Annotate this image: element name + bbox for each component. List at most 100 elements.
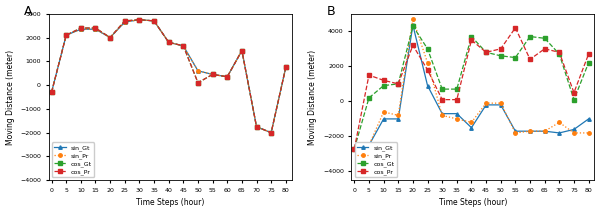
sin_Pr xyxy=(556,121,563,124)
cos_Pr xyxy=(62,34,70,36)
cos_Pr xyxy=(77,27,85,29)
sin_Pr xyxy=(136,18,143,21)
sin_Gt xyxy=(351,147,358,150)
sin_Gt xyxy=(194,70,202,72)
cos_Pr xyxy=(268,131,275,134)
cos_Gt xyxy=(482,51,490,54)
sin_Pr xyxy=(439,114,446,117)
cos_Gt xyxy=(62,34,70,36)
cos_Gt xyxy=(512,56,519,59)
sin_Gt xyxy=(238,49,245,52)
sin_Pr xyxy=(453,118,460,120)
sin_Gt xyxy=(453,112,460,115)
cos_Pr xyxy=(424,69,431,71)
sin_Gt xyxy=(585,118,592,120)
X-axis label: Time Steps (hour): Time Steps (hour) xyxy=(439,199,507,207)
cos_Gt xyxy=(238,49,245,52)
cos_Gt xyxy=(209,73,216,76)
cos_Pr xyxy=(224,75,231,78)
cos_Pr xyxy=(365,74,373,76)
sin_Gt xyxy=(151,20,158,22)
sin_Pr xyxy=(253,125,260,128)
X-axis label: Time Steps (hour): Time Steps (hour) xyxy=(136,199,205,207)
sin_Pr xyxy=(571,132,578,134)
sin_Gt xyxy=(62,34,70,36)
sin_Gt xyxy=(497,104,505,106)
sin_Pr xyxy=(282,66,289,69)
cos_Gt xyxy=(526,35,533,38)
cos_Pr xyxy=(121,20,128,22)
Line: sin_Pr: sin_Pr xyxy=(353,17,590,150)
sin_Gt xyxy=(395,118,402,120)
cos_Gt xyxy=(351,147,358,150)
sin_Gt xyxy=(136,18,143,21)
sin_Pr xyxy=(180,45,187,47)
sin_Gt xyxy=(253,125,260,128)
cos_Gt xyxy=(439,88,446,90)
sin_Gt xyxy=(482,104,490,106)
cos_Pr xyxy=(571,91,578,94)
Line: cos_Pr: cos_Pr xyxy=(353,26,590,150)
sin_Pr xyxy=(121,21,128,23)
sin_Pr xyxy=(107,36,114,39)
sin_Gt xyxy=(556,132,563,134)
sin_Gt xyxy=(468,126,475,129)
sin_Pr xyxy=(526,130,533,132)
cos_Pr xyxy=(585,53,592,55)
sin_Pr xyxy=(351,147,358,150)
sin_Pr xyxy=(468,121,475,124)
sin_Gt xyxy=(409,24,416,26)
Line: cos_Pr: cos_Pr xyxy=(50,18,287,134)
cos_Gt xyxy=(224,75,231,78)
sin_Pr xyxy=(380,111,387,113)
cos_Pr xyxy=(468,39,475,41)
cos_Gt xyxy=(541,37,548,40)
sin_Pr xyxy=(194,70,202,72)
sin_Gt xyxy=(121,21,128,23)
cos_Pr xyxy=(194,81,202,84)
sin_Gt xyxy=(541,130,548,132)
sin_Pr xyxy=(395,114,402,117)
cos_Gt xyxy=(165,41,172,44)
Y-axis label: Moving Distance (meter): Moving Distance (meter) xyxy=(5,49,14,145)
sin_Gt xyxy=(180,45,187,47)
cos_Pr xyxy=(238,49,245,52)
sin_Pr xyxy=(424,62,431,64)
cos_Pr xyxy=(482,51,490,54)
Line: sin_Gt: sin_Gt xyxy=(50,18,287,134)
Line: sin_Pr: sin_Pr xyxy=(50,18,287,134)
cos_Gt xyxy=(556,53,563,55)
cos_Pr xyxy=(151,20,158,22)
cos_Gt xyxy=(585,62,592,64)
cos_Gt xyxy=(424,47,431,50)
sin_Pr xyxy=(62,34,70,36)
cos_Gt xyxy=(194,81,202,84)
cos_Gt xyxy=(151,20,158,22)
cos_Pr xyxy=(526,58,533,61)
cos_Gt xyxy=(282,66,289,69)
sin_Pr xyxy=(209,73,216,76)
sin_Pr xyxy=(238,49,245,52)
sin_Pr xyxy=(497,102,505,104)
cos_Gt xyxy=(268,131,275,134)
cos_Pr xyxy=(282,66,289,69)
cos_Gt xyxy=(380,84,387,87)
sin_Gt xyxy=(526,130,533,132)
sin_Gt xyxy=(571,128,578,131)
sin_Pr xyxy=(512,132,519,134)
cos_Pr xyxy=(107,36,114,39)
cos_Pr xyxy=(439,98,446,101)
sin_Pr xyxy=(77,28,85,30)
sin_Pr xyxy=(365,144,373,147)
cos_Gt xyxy=(365,97,373,99)
Legend: sin_Gt, sin_Pr, cos_Gt, cos_Pr: sin_Gt, sin_Pr, cos_Gt, cos_Pr xyxy=(355,142,397,177)
Y-axis label: Moving Distance (meter): Moving Distance (meter) xyxy=(308,49,317,145)
sin_Pr xyxy=(541,130,548,132)
cos_Gt xyxy=(107,36,114,39)
cos_Pr xyxy=(453,98,460,101)
sin_Gt xyxy=(282,66,289,69)
cos_Gt xyxy=(453,88,460,90)
cos_Gt xyxy=(180,45,187,47)
sin_Gt xyxy=(92,28,99,30)
cos_Pr xyxy=(541,47,548,50)
